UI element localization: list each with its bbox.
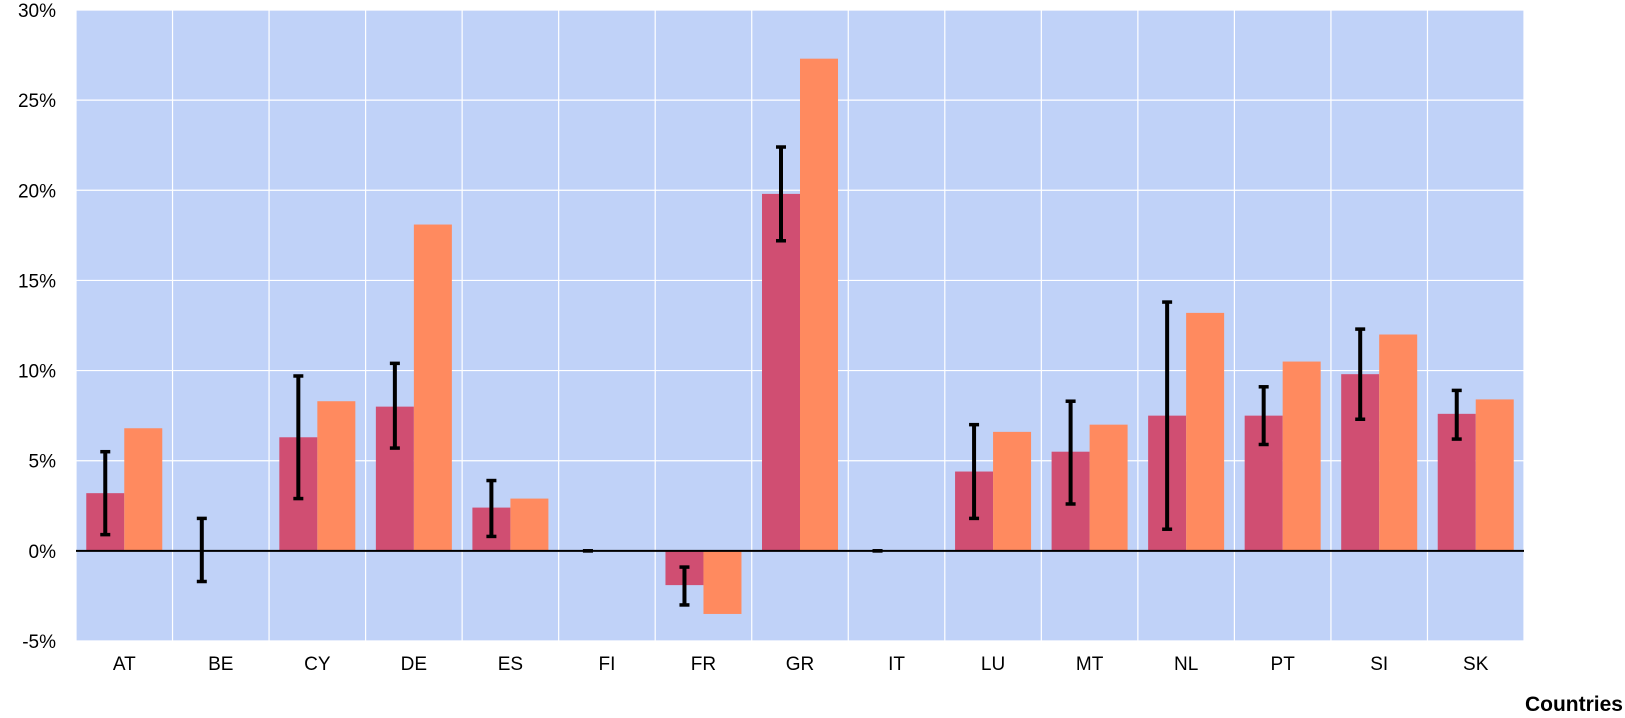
x-tick-label-fi: FI <box>598 654 615 675</box>
x-tick-label-be: BE <box>208 654 233 675</box>
y-tick-label: -5% <box>22 632 56 653</box>
x-tick-label-es: ES <box>498 654 523 675</box>
bar-nl-series-2 <box>1186 312 1225 551</box>
x-axis-category-labels: AT BE CY DE ES FI FR GR IT LU MT NL PT SI SK <box>113 654 1489 675</box>
error-bar-sk <box>1451 388 1462 441</box>
y-axis-tick-labels: -5% 0% 5% 10% 15% 20% 25% 30% <box>18 1 56 653</box>
bar-at-series-2 <box>124 428 163 551</box>
bar-de-series-2 <box>413 224 452 551</box>
x-tick-label-sk: SK <box>1463 654 1489 675</box>
y-tick-label: 10% <box>18 362 56 383</box>
error-bar-si <box>1355 327 1366 421</box>
error-bar-es <box>486 478 497 539</box>
x-tick-label-nl: NL <box>1174 654 1198 675</box>
bar-sk-series-2 <box>1475 399 1514 551</box>
bar-es-series-2 <box>510 498 549 551</box>
error-bar-de <box>389 361 400 450</box>
x-tick-label-pt: PT <box>1271 654 1296 675</box>
y-tick-label: 0% <box>29 542 57 563</box>
bar-gr-series-1 <box>762 193 800 551</box>
error-bar-gr <box>776 145 786 243</box>
bar-fr-series-2 <box>703 550 742 614</box>
bar-lu-series-2 <box>993 431 1032 551</box>
y-tick-label: 15% <box>18 271 56 292</box>
y-tick-label: 25% <box>18 91 56 112</box>
error-bar-cy <box>293 374 304 501</box>
x-tick-label-fr: FR <box>691 654 716 675</box>
x-axis-title: Countries <box>1525 693 1623 716</box>
bar-mt-series-2 <box>1089 424 1128 551</box>
y-tick-label: 30% <box>18 1 56 22</box>
error-bar-pt <box>1258 385 1269 447</box>
x-tick-label-de: DE <box>401 654 427 675</box>
x-tick-label-at: AT <box>113 654 136 675</box>
error-bar-lu <box>969 422 980 521</box>
bar-si-series-2 <box>1379 334 1418 551</box>
x-tick-label-cy: CY <box>304 654 331 675</box>
x-tick-label-it: IT <box>888 654 905 675</box>
y-tick-label: 5% <box>29 452 57 473</box>
y-tick-label: 20% <box>18 181 56 202</box>
x-tick-label-lu: LU <box>981 654 1005 675</box>
bar-pt-series-2 <box>1282 361 1321 551</box>
x-tick-label-mt: MT <box>1076 654 1104 675</box>
error-bar-mt <box>1065 399 1076 506</box>
bars <box>86 58 1514 614</box>
x-tick-label-gr: GR <box>786 654 815 675</box>
x-tick-label-si: SI <box>1370 654 1388 675</box>
bar-cy-series-2 <box>317 401 356 551</box>
bar-gr-series-2 <box>800 58 838 551</box>
error-bar-fr <box>679 565 690 607</box>
error-bar-nl <box>1162 300 1173 531</box>
error-bar-at <box>100 449 111 537</box>
